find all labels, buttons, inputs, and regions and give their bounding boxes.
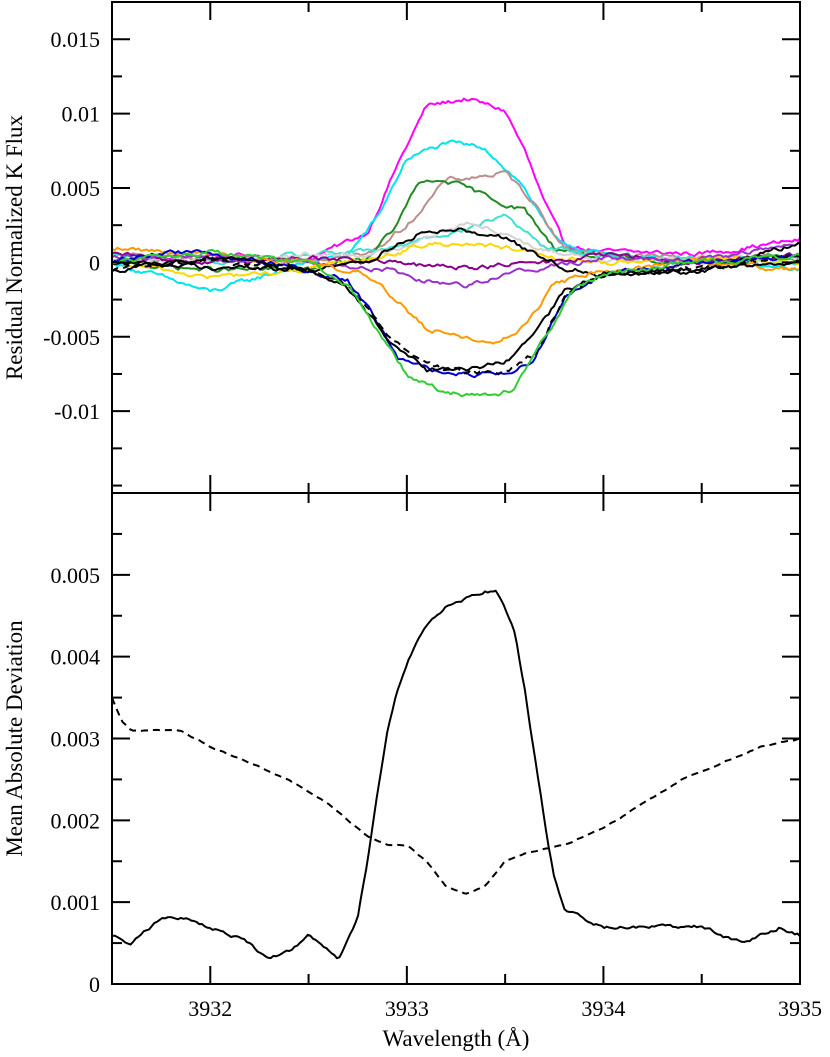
x-axis-title: Wavelength (Å): [383, 1026, 530, 1051]
bottom-series-line-1: [112, 697, 800, 895]
top-series-line-13: [112, 255, 800, 373]
top-y-axis-title: Residual Normalized K Flux: [2, 114, 27, 380]
top-series-line-12: [112, 253, 800, 376]
top-panel: -0.01 -0.005 0 0.005 0.01 0.015 Residual Norm…: [2, 1, 801, 494]
top-series-line-9: [112, 227, 800, 279]
bottom-y-tick-label: 0.005: [51, 563, 101, 588]
bottom-ticks-group: 3932 3933 3934 3935 0 0.001 0.002 0.003 0.004 0.0…: [51, 493, 822, 1021]
x-tick-label: 3933: [385, 996, 429, 1021]
top-series-line-14: [112, 248, 800, 398]
bottom-y-tick-label: 0.004: [51, 645, 101, 670]
top-y-tick-label: -0.01: [54, 399, 100, 424]
bottom-series-group: [112, 589, 800, 960]
bottom-y-tick-label: 0.003: [51, 727, 101, 752]
bottom-y-tick-label: 0.001: [51, 890, 101, 915]
bottom-series-line-0: [112, 589, 800, 960]
bottom-y-tick-label: 0.002: [51, 808, 101, 833]
top-y-tick-label: 0.005: [51, 176, 101, 201]
x-tick-label: 3935: [778, 996, 822, 1021]
top-y-tick-label: 0: [89, 250, 100, 275]
bottom-y-tick-label: 0: [89, 972, 100, 997]
bottom-y-axis-title: Mean Absolute Deviation: [2, 620, 27, 857]
top-ticks-group: -0.01 -0.005 0 0.005 0.01 0.015: [43, 2, 801, 493]
top-series-group: [112, 97, 800, 398]
bottom-plot-frame: [111, 492, 801, 985]
top-y-tick-label: 0.015: [51, 27, 101, 52]
top-y-tick-label: 0.01: [62, 102, 101, 127]
top-series-line-6: [112, 241, 800, 280]
top-y-tick-label: -0.005: [43, 325, 100, 350]
x-tick-label: 3934: [581, 996, 625, 1021]
x-tick-label: 3932: [188, 996, 232, 1021]
bottom-panel: 3932 3933 3934 3935 0 0.001 0.002 0.003 0.004 0.0…: [2, 492, 822, 1051]
